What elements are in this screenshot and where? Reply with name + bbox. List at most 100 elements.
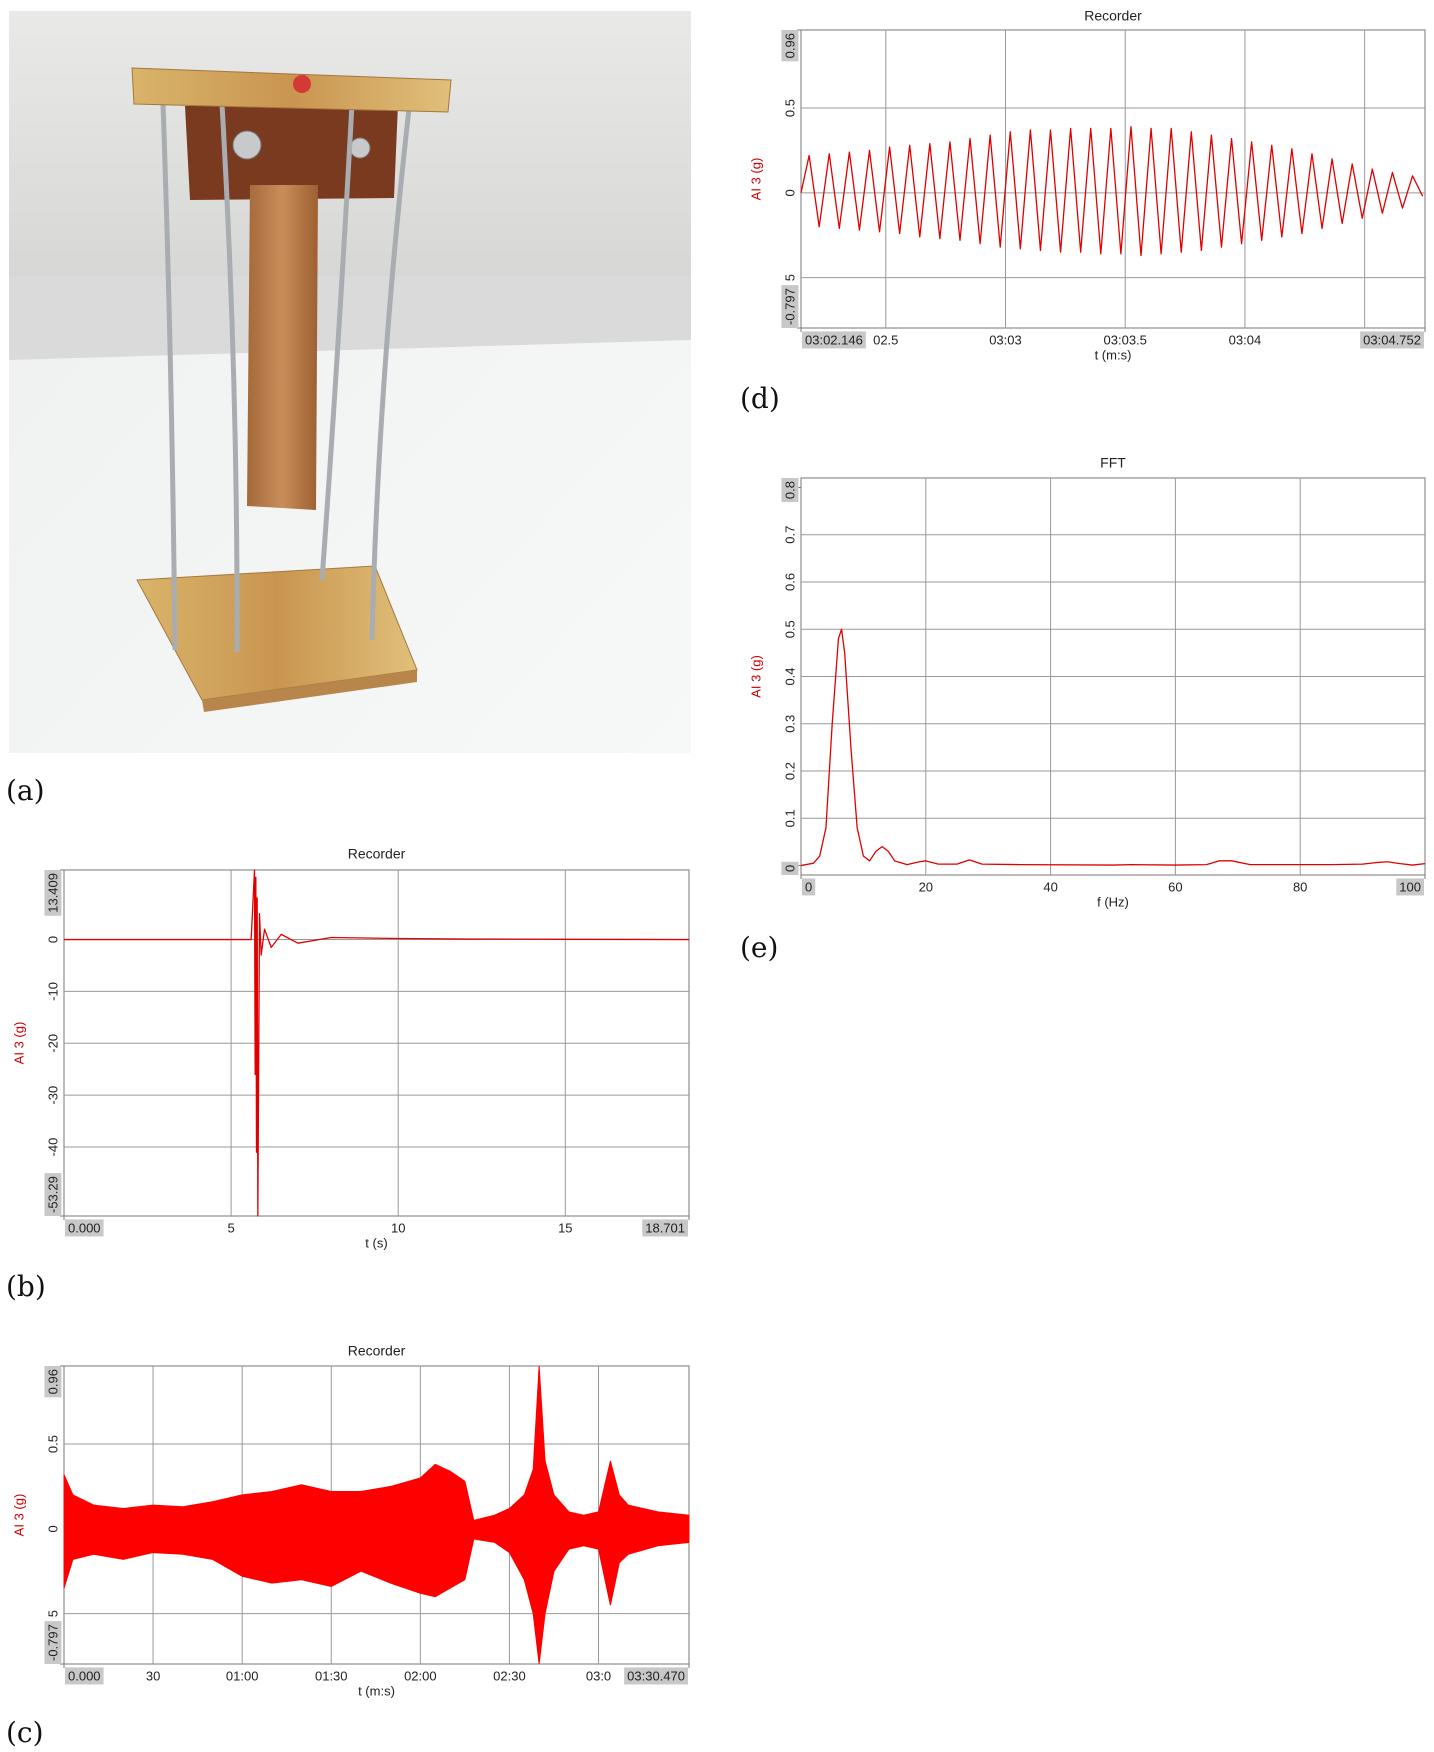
photo-block	[185, 104, 398, 200]
photo-top-plank	[131, 67, 452, 113]
data-line	[800, 628, 1426, 867]
y-tick-label: 0.7	[782, 526, 797, 544]
photo	[9, 11, 691, 753]
y-tick-label: 0	[45, 1525, 60, 1532]
tick-label-box	[1360, 331, 1424, 349]
y-axis-label: AI 3 (g)	[11, 1494, 26, 1537]
y-tick-label: 0.5	[782, 620, 797, 638]
chart-title: Recorder	[348, 1343, 406, 1359]
data-line	[64, 869, 690, 1217]
tick-label-box	[1396, 878, 1424, 896]
photo-base-edge	[202, 670, 417, 712]
panel-label: (d)	[740, 382, 780, 415]
y-tick-label: 0.1	[782, 809, 797, 827]
chart: Recorder t (s) AI 3 (g) 0.000 5 10 15 18.701 -53…	[11, 846, 690, 1250]
x-tick-label: 20	[919, 879, 933, 894]
x-tick-label: 0.000	[68, 1668, 101, 1683]
y-tick-label: 0.5	[782, 99, 797, 117]
y-tick-label: 0	[782, 189, 797, 196]
photo-bolt	[349, 137, 371, 159]
x-tick-label: 03:03	[989, 332, 1022, 347]
x-tick-label: 02.5	[873, 332, 898, 347]
y-axis-label: AI 3 (g)	[748, 158, 763, 201]
plot-area	[800, 29, 1426, 329]
x-tick-label: 10	[391, 1220, 405, 1235]
x-tick-label: 18.701	[645, 1220, 685, 1235]
photo-baseboard	[9, 276, 691, 360]
y-tick-label: -0.797	[45, 1624, 60, 1661]
y-tick-label: 0.96	[782, 33, 797, 58]
tick-label-box	[65, 1219, 104, 1237]
y-tick-label: 0	[782, 865, 797, 872]
y-tick-label: 0.96	[45, 1369, 60, 1394]
y-tick-label: 5	[45, 1610, 60, 1617]
y-axis-label: AI 3 (g)	[11, 1022, 26, 1065]
chart: Recorder t (m:s) AI 3 (g) 0.000 30 01:00 01:30…	[11, 1343, 690, 1698]
tick-label-box	[44, 870, 62, 916]
x-tick-label: 100	[1399, 879, 1421, 894]
x-tick-label: 30	[146, 1668, 160, 1683]
x-tick-label: 03:04.752	[1363, 332, 1421, 347]
tick-label-box	[44, 1173, 62, 1216]
x-axis-label: f (Hz)	[1097, 894, 1129, 909]
tick-label-box	[781, 478, 799, 503]
tick-label-box	[781, 861, 799, 875]
tick-label-box	[44, 1621, 62, 1664]
x-tick-label: 0.000	[68, 1220, 101, 1235]
y-tick-label: 5	[782, 274, 797, 281]
x-tick-label: 02:00	[404, 1668, 437, 1683]
y-tick-label: 0.3	[782, 715, 797, 733]
y-tick-label: -10	[45, 982, 60, 1001]
chart: Recorder t (m:s) AI 3 (g) 03:02.146 02.5 03:0…	[748, 8, 1426, 362]
x-axis-label: t (m:s)	[1095, 347, 1132, 362]
tick-label-box	[802, 878, 816, 896]
x-tick-label: 01:00	[226, 1668, 259, 1683]
tick-label-box	[802, 331, 866, 349]
x-tick-label: 0	[805, 879, 812, 894]
tick-label-box	[624, 1667, 688, 1685]
y-tick-label: -53.29	[45, 1176, 60, 1213]
y-tick-label: -0.797	[782, 288, 797, 325]
photo-rods	[160, 99, 413, 653]
photo-mark	[293, 75, 311, 93]
y-tick-label: 0.2	[782, 762, 797, 780]
x-tick-label: 15	[558, 1220, 572, 1235]
x-tick-label: 03:03.5	[1104, 332, 1147, 347]
y-tick-label: 0	[45, 936, 60, 943]
panel-label: (c)	[6, 1716, 44, 1749]
y-tick-label: -40	[45, 1138, 60, 1157]
data-area	[63, 1365, 690, 1530]
y-tick-label: 0.4	[782, 667, 797, 685]
x-tick-label: 01:30	[315, 1668, 348, 1683]
y-axis-label: AI 3 (g)	[748, 655, 763, 698]
chart-title: FFT	[1100, 455, 1126, 471]
x-tick-label: 03:02.146	[805, 332, 863, 347]
y-tick-label: 0.8	[782, 481, 797, 499]
x-tick-label: 03:0	[586, 1668, 611, 1683]
x-tick-label: 80	[1293, 879, 1307, 894]
y-tick-label: 0.5	[45, 1435, 60, 1453]
x-tick-label: 40	[1043, 879, 1057, 894]
x-axis-label: t (m:s)	[358, 1683, 395, 1698]
photo-strip	[247, 185, 318, 510]
x-axis-label: t (s)	[365, 1235, 387, 1250]
photo-bolt	[232, 130, 262, 160]
tick-label-box	[781, 30, 799, 62]
tick-label-box	[65, 1667, 104, 1685]
x-tick-label: 5	[227, 1220, 234, 1235]
tick-label-box	[781, 285, 799, 328]
x-tick-label: 60	[1168, 879, 1182, 894]
panel-label: (a)	[6, 774, 45, 807]
y-tick-label: -20	[45, 1034, 60, 1053]
y-tick-label: -30	[45, 1086, 60, 1105]
tick-label-box	[44, 1366, 62, 1398]
y-tick-label: 13.409	[45, 873, 60, 913]
x-tick-label: 03:04	[1229, 332, 1262, 347]
chart-title: Recorder	[348, 846, 406, 862]
y-tick-label: 0.6	[782, 573, 797, 591]
chart: FFT f (Hz) AI 3 (g) 0 20 40 60 80 100 0 0.1 0.2 0.3 0…	[748, 455, 1426, 909]
x-tick-label: 02:30	[493, 1668, 526, 1683]
data-area	[63, 1528, 690, 1665]
panel-label: (b)	[6, 1270, 46, 1303]
